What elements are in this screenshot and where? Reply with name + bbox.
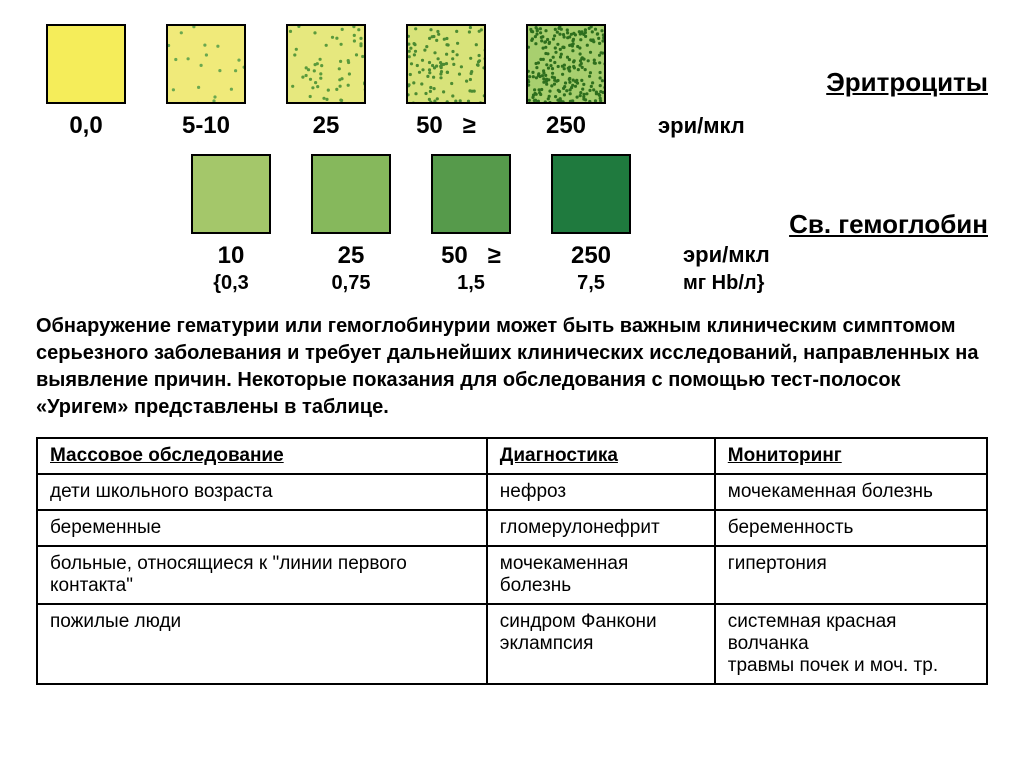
color-swatch bbox=[406, 24, 486, 104]
table-cell: мочекаменная болезнь bbox=[487, 546, 715, 604]
erythrocyte-block: 0,0 5-10 25 50 ≥ 250 эри/мкл Эритроциты bbox=[36, 24, 988, 140]
swatch-value: 50 ≥ bbox=[406, 112, 486, 140]
unit-label: эри/мкл bbox=[658, 113, 745, 139]
swatch-value: 50 ≥ bbox=[431, 242, 511, 270]
color-swatch bbox=[46, 24, 126, 104]
color-swatch bbox=[311, 154, 391, 234]
table-cell: дети школьного возраста bbox=[37, 474, 487, 510]
color-swatch bbox=[526, 24, 606, 104]
table-cell: гломерулонефрит bbox=[487, 510, 715, 546]
table-cell: беременность bbox=[715, 510, 987, 546]
table-cell: больные, относящиеся к "линии первого ко… bbox=[37, 546, 487, 604]
color-swatch bbox=[166, 24, 246, 104]
hemoglobin-block: 10 25 50 ≥ 250 эри/мкл {0,3 0,75 1,5 7,5 мг Hb/л… bbox=[36, 154, 988, 295]
table-cell: синдром Фанкониэклампсия bbox=[487, 604, 715, 684]
hb-value: {0,3 bbox=[191, 272, 271, 295]
table-cell: нефроз bbox=[487, 474, 715, 510]
table-header: Диагностика bbox=[487, 438, 715, 474]
table-header: Массовое обследование bbox=[37, 438, 487, 474]
table-cell: пожилые люди bbox=[37, 604, 487, 684]
hemoglobin-swatches: 10 25 50 ≥ 250 эри/мкл {0,3 0,75 1,5 7,5 мг Hb/л… bbox=[191, 154, 770, 295]
hb-unit-label: мг Hb/л} bbox=[683, 272, 764, 295]
table-row: пожилые людисиндром Фанкониэклампсиясист… bbox=[37, 604, 987, 684]
table-cell: системная красная волчанкатравмы почек и… bbox=[715, 604, 987, 684]
color-swatch bbox=[431, 154, 511, 234]
table-row: беременныегломерулонефритбеременность bbox=[37, 510, 987, 546]
swatch-value: 25 bbox=[286, 112, 366, 140]
table-header: Мониторинг bbox=[715, 438, 987, 474]
hb-value: 7,5 bbox=[551, 272, 631, 295]
erythrocyte-title: Эритроциты bbox=[826, 67, 988, 98]
swatch-value: 25 bbox=[311, 242, 391, 270]
color-swatch bbox=[191, 154, 271, 234]
hemoglobin-title: Св. гемоглобин bbox=[789, 209, 988, 240]
swatch-value: 250 bbox=[551, 242, 631, 270]
swatch-value: 250 bbox=[526, 112, 606, 140]
hb-value: 1,5 bbox=[431, 272, 511, 295]
table-cell: мочекаменная болезнь bbox=[715, 474, 987, 510]
indications-table: Массовое обследованиеДиагностикаМонитори… bbox=[36, 437, 988, 685]
swatch-value: 0,0 bbox=[46, 112, 126, 140]
color-swatch bbox=[286, 24, 366, 104]
hb-value: 0,75 bbox=[311, 272, 391, 295]
swatch-value: 10 bbox=[191, 242, 271, 270]
table-row: больные, относящиеся к "линии первого ко… bbox=[37, 546, 987, 604]
table-row: дети школьного возрастанефрозмочекаменна… bbox=[37, 474, 987, 510]
table-cell: беременные bbox=[37, 510, 487, 546]
swatch-value: 5-10 bbox=[166, 112, 246, 140]
body-paragraph: Обнаружение гематурии или гемоглобинурии… bbox=[36, 313, 988, 421]
table-cell: гипертония bbox=[715, 546, 987, 604]
color-swatch bbox=[551, 154, 631, 234]
erythrocyte-swatches: 0,0 5-10 25 50 ≥ 250 эри/мкл bbox=[36, 24, 745, 140]
unit-label: эри/мкл bbox=[683, 242, 770, 270]
